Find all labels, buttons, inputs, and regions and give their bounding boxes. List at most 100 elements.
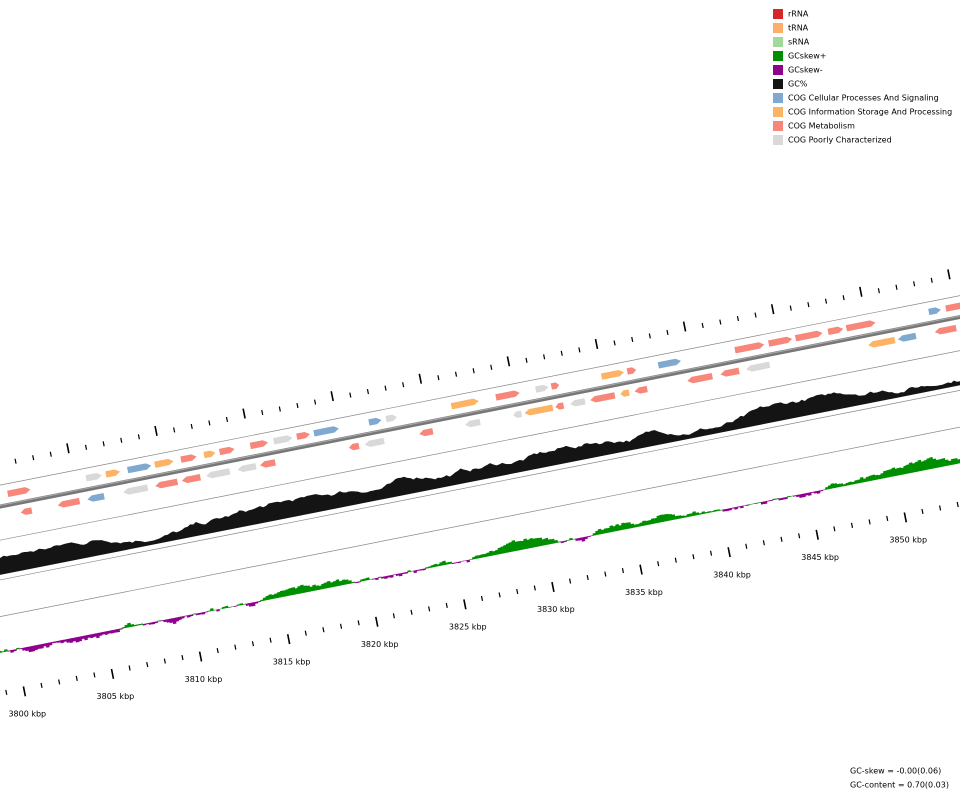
gc-skew-negative [584, 536, 588, 540]
gc-skew-positive [648, 519, 653, 525]
gc-skew-positive [424, 567, 429, 569]
legend-label: tRNA [788, 24, 809, 33]
scale-label: 3805 kbp [97, 692, 135, 701]
gene-arrow [385, 414, 397, 423]
outer-tick [102, 441, 105, 447]
gc-skew-positive [157, 620, 161, 622]
gc-skew-positive [683, 515, 688, 518]
gc-skew-positive [836, 483, 841, 488]
gc-skew-positive [523, 538, 529, 550]
gc-skew-negative [722, 509, 727, 512]
gc-skew-positive [445, 562, 450, 565]
gc-skew-positive [136, 624, 141, 626]
outer-tick [877, 288, 880, 294]
guide-line [0, 269, 960, 518]
inner-tick [780, 536, 783, 542]
gc-skew-negative [395, 573, 400, 577]
legend-swatch [773, 107, 783, 117]
gc-skew-positive [603, 528, 609, 534]
gc-skew-positive [595, 530, 600, 536]
gc-skew-positive [845, 482, 850, 486]
gc-skew-positive [851, 481, 856, 485]
gc-skew-positive [139, 623, 144, 626]
inner-tick [533, 585, 536, 591]
gc-skew-negative [116, 628, 121, 633]
outer-tick [895, 284, 898, 290]
gc-skew-negative [380, 576, 385, 579]
gc-skew-positive [360, 579, 364, 582]
outer-tick [701, 322, 704, 329]
gc-skew-negative [174, 617, 180, 622]
outer-tick [842, 295, 845, 301]
outer-tick [14, 458, 17, 464]
gc-skew-negative [801, 493, 806, 498]
gc-skew-positive [369, 578, 373, 580]
scale-label: 3850 kbp [889, 536, 927, 545]
gc-skew-negative [731, 507, 735, 509]
gene-arrow [85, 473, 102, 482]
gc-skew-negative [39, 643, 44, 649]
gc-skew-negative [578, 537, 583, 541]
gc-skew-negative [257, 600, 261, 603]
gc-skew-positive [877, 474, 882, 480]
outer-tick [49, 451, 52, 457]
inner-tick [198, 651, 203, 662]
gc-skew-positive [572, 538, 576, 540]
gc-skew-positive [483, 553, 488, 558]
gc-skew-negative [745, 504, 750, 507]
gc-skew-positive [0, 650, 2, 654]
inner-tick [586, 574, 589, 581]
gc-skew-negative [248, 602, 253, 607]
gc-skew-negative [587, 535, 591, 538]
inner-tick [251, 641, 255, 647]
gene-arrow [845, 320, 876, 332]
gc-skew-positive [606, 527, 612, 533]
gene-arrow [57, 497, 81, 508]
outer-tick [930, 277, 933, 283]
gene-arrow [464, 418, 481, 428]
gc-skew-negative [48, 642, 53, 646]
inner-tick [886, 515, 889, 521]
outer-tick [225, 416, 229, 423]
gc-skew-positive [348, 580, 353, 584]
outer-tick [472, 368, 475, 374]
gc-skew-negative [166, 618, 171, 623]
legend-swatch [773, 23, 783, 33]
gc-skew-positive [436, 563, 441, 567]
gene-arrow [657, 358, 682, 369]
gc-skew-positive [569, 537, 573, 541]
gc-skew-negative [57, 640, 61, 643]
gc-skew-positive [517, 540, 523, 551]
guide-line [0, 360, 960, 609]
gc-skew-positive [957, 458, 960, 464]
gc-skew-positive [645, 520, 650, 526]
inner-tick [58, 679, 61, 685]
inner-tick [146, 661, 149, 668]
outer-tick [543, 354, 546, 360]
gc-skew-positive [674, 515, 679, 520]
gc-skew-positive [514, 541, 520, 551]
legend-label: rRNA [788, 10, 809, 19]
gc-skew-negative [807, 492, 812, 496]
gc-skew-positive [363, 578, 367, 582]
gc-skew-positive [848, 481, 853, 486]
gc-skew-positive [213, 609, 217, 611]
gc-skew-positive [492, 550, 497, 556]
gc-skew-positive [698, 512, 703, 515]
gc-skew-positive [592, 532, 597, 536]
gc-skew-negative [392, 574, 397, 576]
outer-tick [490, 364, 493, 370]
inner-tick [939, 505, 942, 511]
gc-skew-positive [439, 561, 444, 566]
inner-tick [110, 668, 115, 679]
outer-tick [154, 425, 158, 436]
legend-swatch [773, 65, 783, 75]
gene-arrow [600, 369, 625, 380]
inner-tick [234, 644, 237, 650]
gc-skew-negative [19, 647, 23, 650]
inner-tick [286, 634, 291, 645]
inner-tick [621, 568, 625, 574]
gc-skew-negative [69, 638, 74, 644]
gene-arrow [237, 463, 257, 473]
gc-skew-positive [948, 460, 953, 466]
